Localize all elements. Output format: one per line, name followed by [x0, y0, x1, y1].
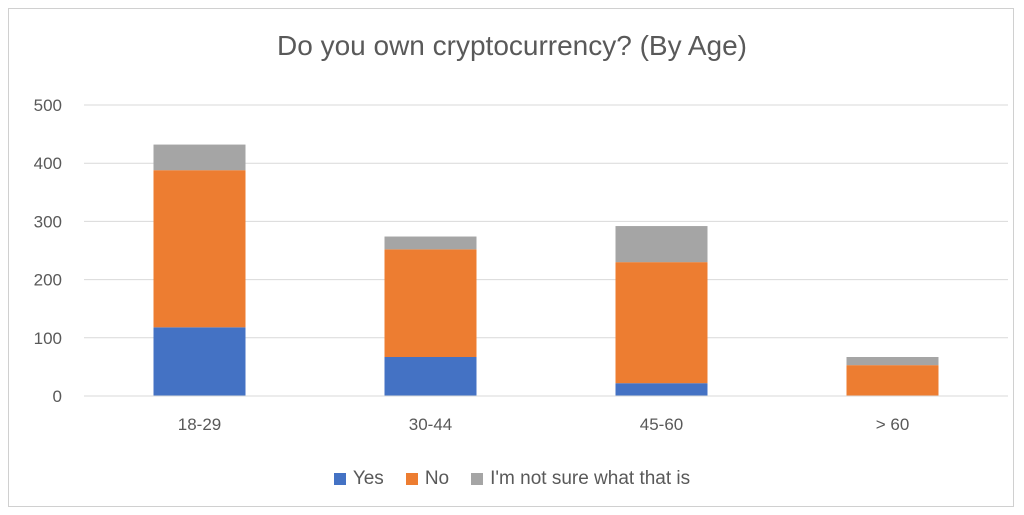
bar-30-44-im: [384, 236, 477, 250]
bar--60-im: [846, 357, 939, 366]
legend-swatch-yes: [333, 473, 346, 485]
bar-18-29-no: [153, 170, 246, 328]
bar-30-44-yes: [384, 357, 477, 396]
chart-title: Do you own cryptocurrency? (By Age): [277, 30, 747, 61]
bar-45-60-im: [615, 226, 708, 263]
y-tick-label: 300: [34, 212, 62, 231]
bar-18-29-im: [153, 144, 246, 171]
x-tick-label: 18-29: [178, 415, 221, 434]
y-tick-label: 200: [34, 271, 62, 290]
y-tick-label: 0: [53, 387, 62, 406]
y-tick-label: 100: [34, 329, 62, 348]
legend-item-not-sure: I'm not sure what that is: [471, 468, 690, 490]
legend-swatch-not-sure: [471, 473, 484, 485]
y-tick-label: 500: [34, 96, 62, 115]
legend-label-yes: Yes: [352, 468, 384, 489]
legend-item-no: No: [405, 468, 450, 490]
legend-item-yes: Yes: [333, 468, 384, 490]
legend-label-not-sure: I'm not sure what that is: [490, 468, 691, 489]
bar-30-44-no: [384, 249, 477, 358]
x-tick-label: > 60: [876, 415, 910, 434]
bar-18-29-yes: [153, 327, 246, 396]
bar--60-no: [846, 365, 939, 396]
legend-swatch-no: [405, 473, 418, 485]
bar-45-60-yes: [615, 383, 708, 396]
bar-45-60-no: [615, 262, 708, 384]
chart-legend: Yes No I'm not sure what that is: [0, 468, 1024, 490]
x-tick-label: 45-60: [640, 415, 683, 434]
x-tick-label: 30-44: [409, 415, 452, 434]
y-tick-label: 400: [34, 154, 62, 173]
legend-label-no: No: [424, 468, 450, 489]
